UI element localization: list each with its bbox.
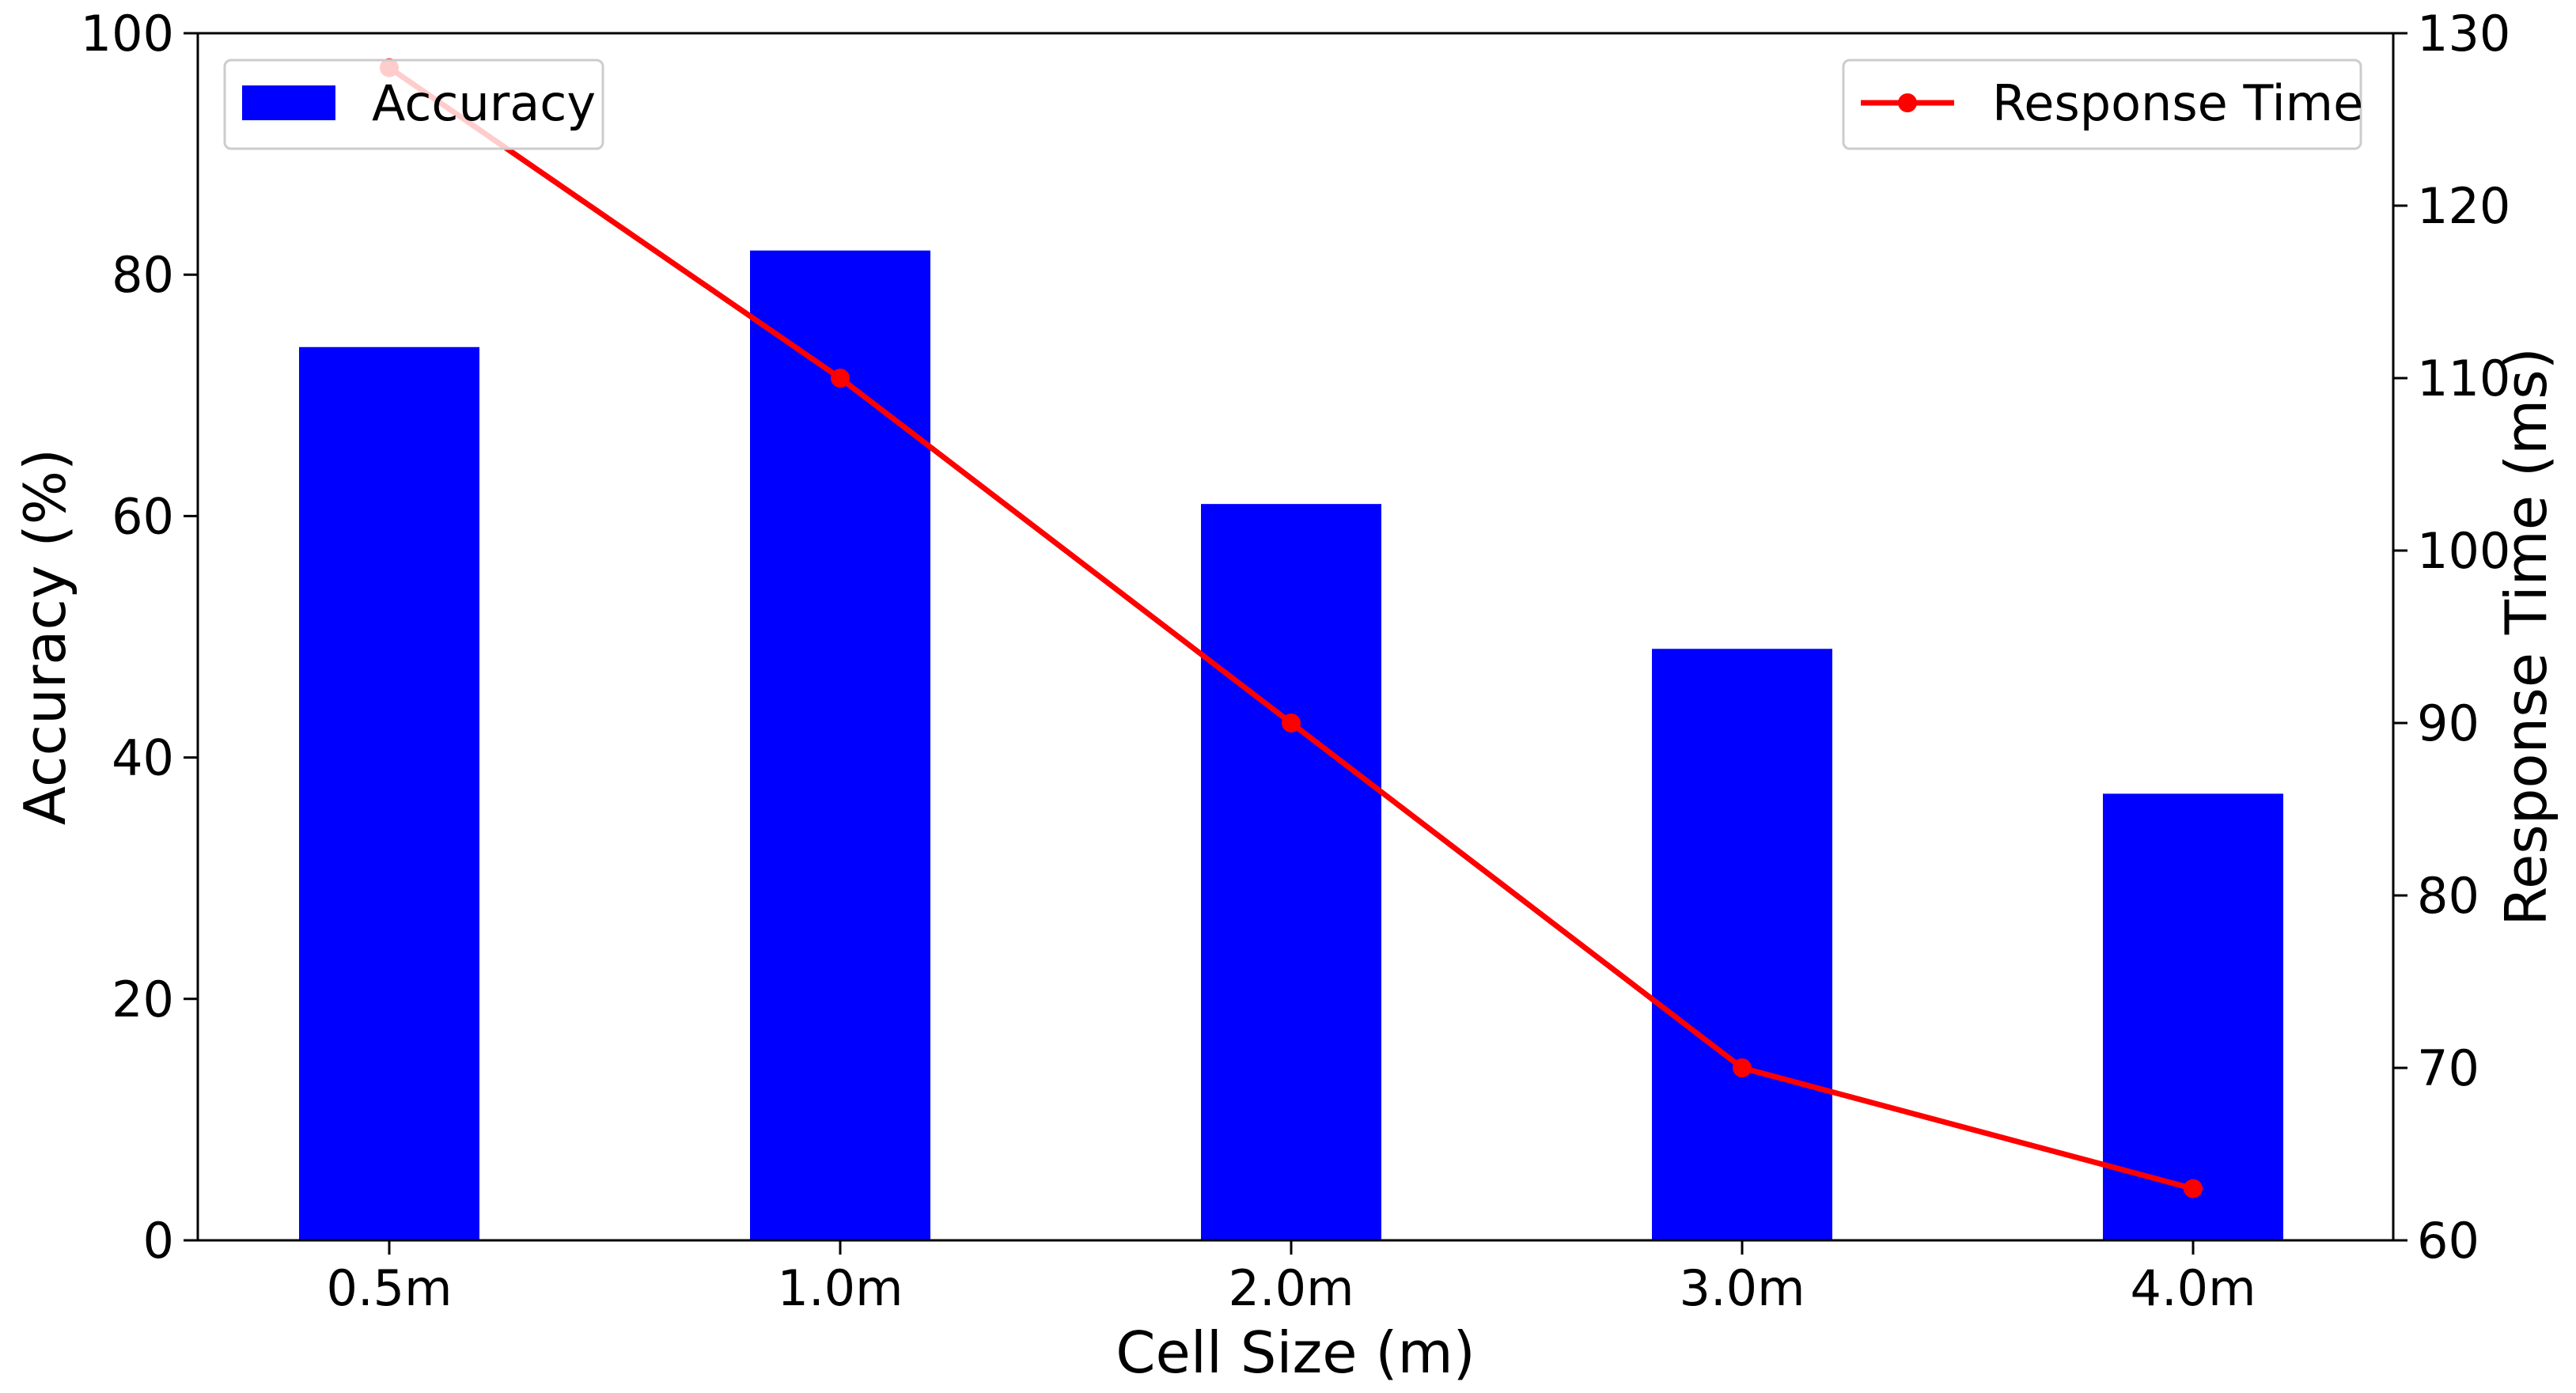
legend-label-response-time: Response Time xyxy=(1992,74,2363,132)
legend-box xyxy=(223,59,604,150)
y2-tick-label: 70 xyxy=(2417,1039,2479,1097)
y2-tick-label: 90 xyxy=(2417,695,2479,752)
response-time-point-1.0m xyxy=(831,369,850,388)
x-tick-label-4.0m: 4.0m xyxy=(2131,1259,2256,1317)
y-tick-label: 80 xyxy=(112,246,174,304)
legend-marker-response-time xyxy=(1898,93,1917,112)
legend-label-accuracy: Accuracy xyxy=(372,74,596,132)
y2-tick-label: 130 xyxy=(2417,5,2510,62)
y-tick-label: 60 xyxy=(112,487,174,545)
x-axis-label: Cell Size (m) xyxy=(1116,1319,1475,1386)
y-tick-label: 100 xyxy=(81,5,174,62)
legend-swatch-accuracy xyxy=(242,85,335,120)
y2-tick-label: 80 xyxy=(2417,867,2479,925)
y2-tick-label: 60 xyxy=(2417,1212,2479,1270)
bar-1.0m xyxy=(750,250,930,1241)
left-axis-ticks: 0 20 40 60 80 100 xyxy=(81,5,198,1270)
legend-response-time: Response Time xyxy=(1842,59,2363,150)
plot-frame xyxy=(196,32,2395,1242)
y2-tick-label: 120 xyxy=(2417,177,2510,235)
response-time-point-4.0m xyxy=(2184,1179,2203,1198)
x-tick-label-0.5m: 0.5m xyxy=(327,1259,453,1317)
x-tick-label-1.0m: 1.0m xyxy=(778,1259,903,1317)
bar-4.0m xyxy=(2103,793,2283,1240)
right-axis-ticks: 60 70 80 90 100 110 120 130 xyxy=(2393,5,2510,1270)
response-time-point-2.0m xyxy=(1282,714,1301,732)
legend-accuracy: Accuracy xyxy=(223,59,604,150)
y-tick-label: 0 xyxy=(143,1212,174,1270)
x-tick-label-2.0m: 2.0m xyxy=(1229,1259,1354,1317)
y-tick-label: 20 xyxy=(112,971,174,1028)
bar-0.5m xyxy=(299,346,479,1240)
y2-tick-label: 110 xyxy=(2417,350,2510,407)
response-time-point-3.0m xyxy=(1733,1058,1752,1077)
y-tick-label: 40 xyxy=(112,729,174,787)
x-axis-ticks: 0.5m 1.0m 2.0m 3.0m 4.0m xyxy=(327,1240,2256,1317)
y2-axis-label: Response Time (ms) xyxy=(2493,347,2559,926)
bar-3.0m xyxy=(1652,649,1832,1240)
x-tick-label-3.0m: 3.0m xyxy=(1680,1259,1805,1317)
legend-box xyxy=(1842,59,2362,150)
y2-tick-label: 100 xyxy=(2417,522,2510,580)
bar-2.0m xyxy=(1201,504,1381,1240)
y-axis-label: Accuracy (%) xyxy=(12,449,78,825)
bars-layer xyxy=(299,250,2283,1241)
